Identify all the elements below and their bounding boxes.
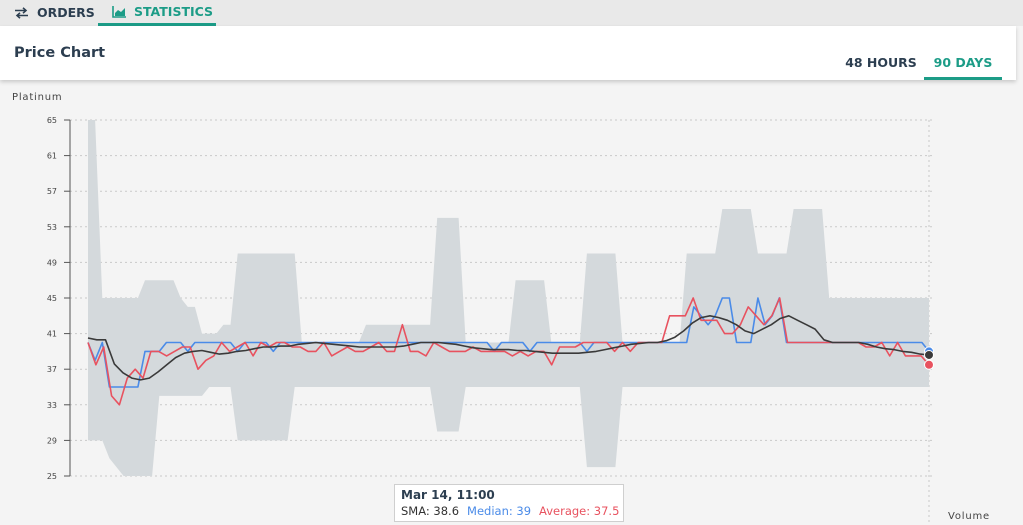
range-tab-48-hours[interactable]: 48 HOURS bbox=[845, 55, 917, 70]
min-max-band bbox=[88, 120, 929, 476]
y-tick-label: 49 bbox=[47, 258, 57, 267]
chart-tooltip: Mar 14, 11:00 SMA: 38.6 Median: 39 Average… bbox=[394, 484, 624, 522]
sma-point bbox=[924, 349, 934, 360]
volume-axis-label: Volume bbox=[948, 511, 990, 522]
tab-statistics-label: STATISTICS bbox=[134, 3, 214, 19]
price-chart-header: Price Chart 48 HOURS 90 DAYS bbox=[0, 26, 1016, 80]
y-tick-label: 25 bbox=[47, 472, 57, 481]
y-tick-label: 33 bbox=[47, 401, 57, 410]
average-point bbox=[924, 359, 934, 370]
tooltip-date: Mar 14, 11:00 bbox=[401, 488, 495, 502]
average-line bbox=[87, 297, 930, 406]
tooltip-sma: SMA: 38.6 bbox=[401, 504, 460, 518]
y-tick-label: 41 bbox=[47, 330, 57, 339]
y-tick-label: 45 bbox=[47, 294, 57, 303]
tab-statistics[interactable]: STATISTICS bbox=[98, 0, 216, 26]
range-tab-90-days[interactable]: 90 DAYS bbox=[924, 54, 1002, 80]
tooltip-median: Median: 39 bbox=[467, 504, 532, 518]
y-tick-label: 53 bbox=[47, 223, 57, 232]
y-tick-label: 57 bbox=[47, 187, 57, 196]
y-tick-label: 65 bbox=[47, 116, 57, 125]
sma-line bbox=[87, 314, 930, 381]
y-axis-label: Platinum bbox=[12, 92, 63, 103]
tab-orders[interactable]: ORDERS bbox=[0, 0, 98, 26]
y-tick-label: 29 bbox=[47, 436, 57, 445]
tab-orders-label: ORDERS bbox=[37, 5, 95, 20]
area-chart-icon bbox=[112, 5, 126, 18]
top-navigation: ORDERS STATISTICS bbox=[0, 0, 1023, 26]
page-title: Price Chart bbox=[14, 45, 106, 61]
swap-arrows-icon bbox=[14, 7, 29, 19]
y-tick-label: 61 bbox=[47, 152, 57, 161]
tooltip-average: Average: 37.5 bbox=[539, 504, 620, 518]
y-tick-label: 37 bbox=[47, 365, 57, 374]
